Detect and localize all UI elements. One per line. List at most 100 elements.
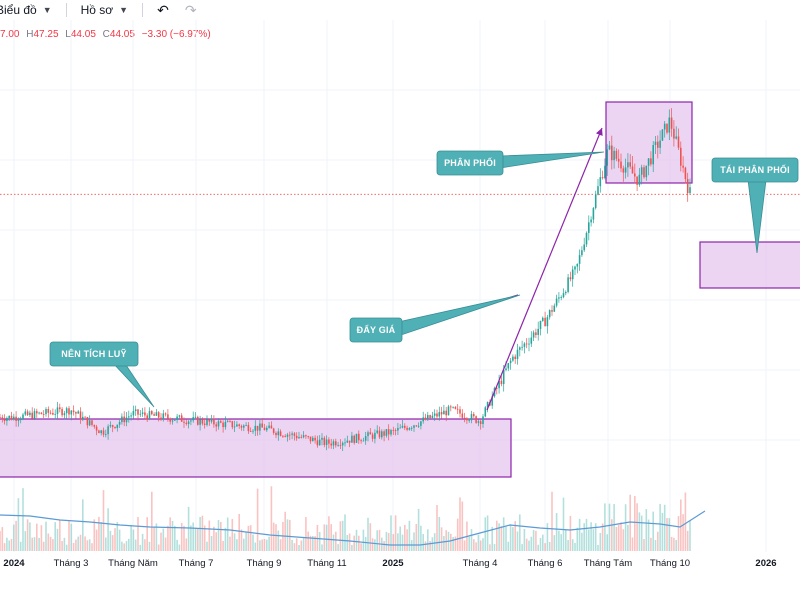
candle [585,231,588,248]
profile-menu[interactable]: Hồ sơ ▼ [73,0,136,20]
candle-body [383,431,385,436]
candle-body [98,430,100,434]
candle [325,435,328,451]
candle [383,429,385,442]
candle [673,120,675,147]
volume-bar [314,536,316,551]
chart-menu[interactable]: Biểu đồ ▼ [0,0,60,20]
volume-bar [525,538,528,551]
candle-body [482,416,484,425]
volume-bar [424,541,427,551]
candle-body [440,412,443,415]
volume-bar [98,516,100,551]
candle-body [537,328,539,335]
volume-bar [130,525,132,551]
volume-bar [682,514,684,551]
volume-bar [461,501,464,551]
candle-body [252,430,254,432]
candle [574,265,576,275]
candle [553,303,556,313]
volume-bar [105,537,107,551]
candle-body [312,437,314,442]
candle-body [82,416,84,420]
volume-bar [516,531,519,551]
candle [224,416,227,430]
volume-bar [190,525,192,551]
candle-body [132,411,135,416]
volume-bar [123,543,125,551]
candle [640,164,643,185]
candle [321,433,323,446]
candle [141,407,144,417]
candle [371,432,374,442]
candle [309,436,312,444]
candle [29,410,31,418]
candle [243,424,245,432]
candle-body [509,360,512,364]
redo-icon[interactable]: ↷ [184,1,197,18]
candle [548,309,551,320]
volume-bar [240,529,243,551]
candle-body [134,409,137,412]
candle-body [307,436,309,438]
volume-bar [652,511,654,551]
candle [247,422,250,434]
candle-body [438,412,441,417]
candle [185,419,188,426]
candle-body [583,244,585,251]
volume-bar [560,534,562,551]
candle-body [201,419,204,424]
volume-bar [59,520,61,551]
low-label: L [65,29,71,40]
candle-body [65,408,68,414]
candle-body [210,418,213,422]
volume-bar [470,529,473,551]
undo-icon[interactable]: ↶ [157,1,169,18]
toolbar-divider [142,3,144,17]
candle [617,149,620,169]
volume-bar [565,529,567,551]
volume-bar [300,540,303,551]
candle-body [668,117,671,133]
volume-bar [500,526,503,551]
volume-bar [383,541,385,551]
volume-bar [279,539,282,551]
volume-bar [493,543,496,551]
candle-body [245,424,247,426]
low-value: 44.05 [70,29,96,40]
candle [137,409,139,421]
candle [339,439,342,450]
candle [109,421,112,428]
volume-bar [634,496,636,551]
candle-body [473,414,475,417]
candle [341,441,344,451]
volume-bar [431,537,434,551]
candle [256,425,259,436]
volume-bar [169,517,171,551]
candle-body [314,437,316,441]
candle-body [397,427,399,431]
candle [328,437,330,449]
volume-bar [61,540,63,551]
candle-body [162,413,165,420]
candle [54,409,56,420]
candle [261,418,263,428]
candle-body [52,412,54,415]
candle [422,411,424,424]
volume-bar [153,526,155,551]
volume-bar [31,537,33,551]
candle [576,263,579,274]
candle-body [417,425,420,427]
volume-bar [36,523,38,551]
volume-bar [505,526,507,551]
candle-body [634,173,636,177]
callout-distribution: PHÂN PHỐI [436,150,605,176]
candle [367,430,369,442]
volume-bar [63,537,66,551]
volume-bar [151,491,153,551]
candle-body [22,414,24,420]
volume-bar [224,527,227,551]
volume-bar [325,524,328,551]
volume-bar [263,538,266,551]
